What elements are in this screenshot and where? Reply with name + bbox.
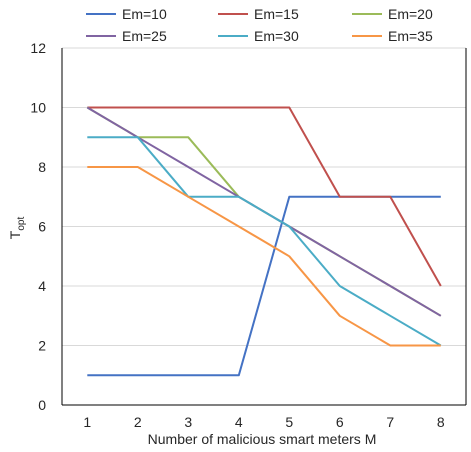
x-tick-label: 3 [184, 414, 192, 430]
series-line-em-15 [87, 106, 442, 287]
y-tick-label: 12 [30, 40, 46, 56]
x-tick-label: 7 [386, 414, 394, 430]
x-tick-label: 2 [134, 414, 142, 430]
legend-item: Em=30 [218, 28, 299, 44]
x-tick-label: 6 [336, 414, 344, 430]
legend-item: Em=10 [86, 6, 167, 22]
legend-item: Em=25 [86, 28, 167, 44]
x-axis-label: Number of malicious smart meters M [148, 431, 377, 447]
y-tick-label: 8 [38, 159, 46, 175]
y-tick-label: 0 [38, 397, 46, 413]
y-tick-label: 6 [38, 219, 46, 235]
legend-label: Em=25 [122, 28, 167, 44]
y-tick-label: 4 [38, 278, 46, 294]
y-axis-label: Topt [7, 217, 27, 240]
legend-item: Em=15 [218, 6, 299, 22]
x-tick-label: 5 [285, 414, 293, 430]
legend-item: Em=35 [352, 28, 433, 44]
legend-label: Em=30 [254, 28, 299, 44]
legend-label: Em=35 [388, 28, 433, 44]
y-tick-label: 2 [38, 338, 46, 354]
legend-item: Em=20 [352, 6, 433, 22]
series-line-em-30 [87, 136, 442, 347]
y-tick-label: 10 [30, 100, 46, 116]
y-axis-label-main: T [7, 230, 23, 239]
legend-label: Em=10 [122, 6, 167, 22]
series-lines [86, 106, 442, 377]
x-tick-label: 4 [235, 414, 243, 430]
x-tick-label: 8 [437, 414, 445, 430]
y-axis-label-subscript: opt [16, 217, 27, 231]
y-axis-label-group: Topt [7, 217, 27, 240]
legend: Em=10 Em=15 Em=20 Em=25 Em=30 Em=35 [86, 6, 433, 44]
x-tick-label: 1 [83, 414, 91, 430]
legend-label: Em=15 [254, 6, 299, 22]
series-line-em-35 [87, 166, 441, 347]
legend-label: Em=20 [388, 6, 433, 22]
